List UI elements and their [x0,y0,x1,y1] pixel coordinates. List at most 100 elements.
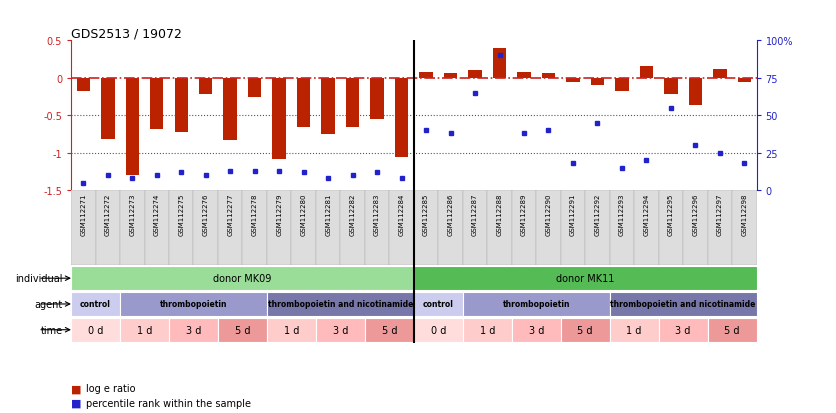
Bar [414,191,438,266]
Bar [267,318,316,342]
Text: 5 d: 5 d [578,325,593,335]
Bar [267,292,414,316]
Bar [640,67,653,79]
Bar [120,318,169,342]
Bar [95,191,120,266]
Bar [390,191,414,266]
Bar [71,292,120,316]
Bar [316,318,364,342]
Bar [218,191,242,266]
Text: control: control [423,300,454,309]
Bar [321,79,335,135]
Text: GSM112280: GSM112280 [301,193,307,235]
Text: GSM112289: GSM112289 [521,193,527,235]
Bar [585,191,609,266]
Text: 0 d: 0 d [88,325,103,335]
Bar [175,79,188,133]
Text: donor MK11: donor MK11 [556,273,614,283]
Text: GSM112293: GSM112293 [619,193,625,235]
Text: thrombopoietin: thrombopoietin [160,300,227,309]
Text: GSM112281: GSM112281 [325,193,331,235]
Bar [659,318,707,342]
Bar [615,79,629,92]
Bar [659,191,683,266]
Text: GSM112287: GSM112287 [472,193,478,235]
Text: GSM112279: GSM112279 [276,193,283,235]
Bar [414,292,463,316]
Text: GSM112285: GSM112285 [423,193,429,235]
Bar [737,79,751,83]
Text: GSM112282: GSM112282 [349,193,355,235]
Text: thrombopoietin and nicotinamide: thrombopoietin and nicotinamide [268,300,413,309]
Text: GSM112297: GSM112297 [716,193,723,235]
Text: 3 d: 3 d [528,325,544,335]
Bar [273,79,286,159]
Bar [218,318,267,342]
Bar [316,191,340,266]
Text: GSM112277: GSM112277 [227,193,233,235]
Text: GSM112283: GSM112283 [374,193,380,235]
Bar [414,318,463,342]
Bar [591,79,604,86]
Bar [463,191,487,266]
Bar [420,73,433,79]
Text: GSM112275: GSM112275 [178,193,184,235]
Text: GSM112296: GSM112296 [692,193,698,235]
Bar [414,267,757,290]
Text: thrombopoietin and nicotinamide: thrombopoietin and nicotinamide [610,300,756,309]
Bar [71,267,414,290]
Text: log e ratio: log e ratio [86,383,135,393]
Bar [395,79,408,157]
Bar [297,79,310,127]
Text: 3 d: 3 d [186,325,201,335]
Text: GSM112272: GSM112272 [104,193,111,235]
Text: 5 d: 5 d [724,325,740,335]
Bar [492,49,507,79]
Text: GSM112284: GSM112284 [399,193,405,235]
Text: time: time [41,325,63,335]
Bar [561,318,609,342]
Text: 5 d: 5 d [235,325,250,335]
Text: 0 d: 0 d [431,325,446,335]
Text: GSM112288: GSM112288 [497,193,502,235]
Text: ■: ■ [71,398,82,408]
Bar [364,191,390,266]
Text: donor MK09: donor MK09 [213,273,272,283]
Bar [438,191,463,266]
Bar [517,73,531,79]
Bar [444,74,457,79]
Text: 1 d: 1 d [626,325,642,335]
Text: GSM112292: GSM112292 [594,193,600,235]
Bar [635,191,659,266]
Text: GSM112274: GSM112274 [154,193,160,235]
Text: GSM112294: GSM112294 [644,193,650,235]
Bar [487,191,512,266]
Text: percentile rank within the sample: percentile rank within the sample [86,398,251,408]
Bar [223,79,237,141]
Text: control: control [80,300,111,309]
Bar [707,318,757,342]
Text: GSM112295: GSM112295 [668,193,674,235]
Text: GSM112298: GSM112298 [742,193,747,235]
Bar [242,191,267,266]
Text: GSM112291: GSM112291 [570,193,576,235]
Text: 5 d: 5 d [381,325,397,335]
Text: 3 d: 3 d [675,325,691,335]
Bar [689,79,702,106]
Bar [364,318,414,342]
Bar [664,79,678,95]
Bar [542,74,555,79]
Bar [150,79,164,130]
Bar [512,318,561,342]
Text: GSM112273: GSM112273 [130,193,135,235]
Bar [463,318,512,342]
Bar [169,191,193,266]
Bar [609,318,659,342]
Text: GSM112271: GSM112271 [80,193,86,235]
Bar [561,191,585,266]
Text: GDS2513 / 19072: GDS2513 / 19072 [71,27,182,40]
Bar [71,318,120,342]
Text: GSM112290: GSM112290 [545,193,552,235]
Bar [609,292,757,316]
Bar [370,79,384,120]
